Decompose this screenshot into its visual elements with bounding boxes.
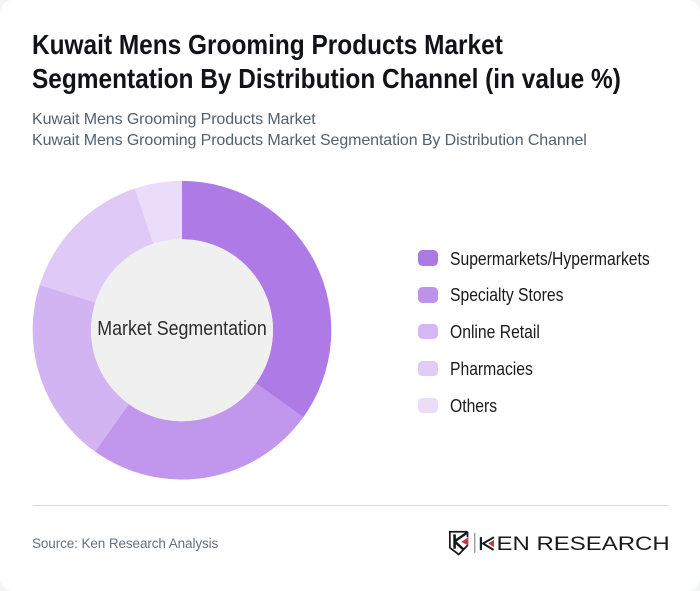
svg-text:EN RESEARCH: EN RESEARCH — [496, 533, 669, 555]
